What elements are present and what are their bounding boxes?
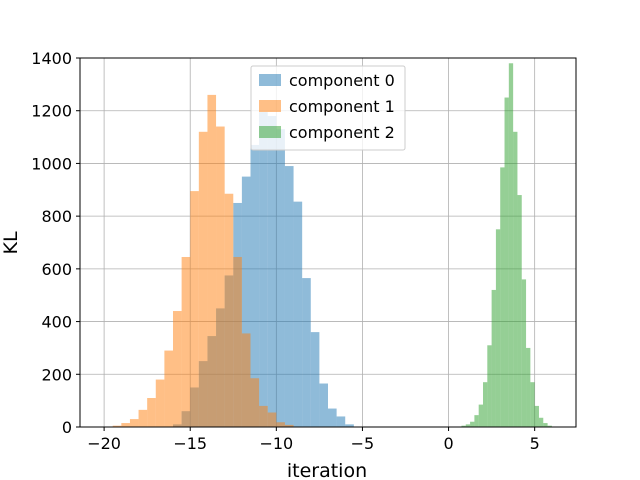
histogram-bar	[147, 398, 156, 427]
histogram-bar	[465, 424, 471, 427]
histogram-bar	[207, 94, 217, 428]
histogram-bar	[345, 424, 354, 427]
histogram-bar	[173, 311, 182, 427]
histogram-bar	[302, 278, 311, 427]
plot-frame	[79, 57, 577, 428]
histogram-bar	[198, 131, 208, 428]
histogram-bar	[129, 419, 139, 427]
histogram-bar	[241, 333, 251, 427]
x-axis-ticks: −20 −15 −10 −5 0 5	[87, 427, 540, 453]
y-axis-ticks: 0 200 400 600 800 1000 1200 1400	[31, 49, 80, 437]
histogram-bar	[478, 404, 483, 427]
histogram-bar	[310, 332, 320, 427]
histogram-bar	[470, 421, 475, 427]
histogram-bar	[543, 423, 548, 427]
histogram-bar	[138, 409, 148, 427]
histogram-bar	[534, 405, 539, 427]
y-tick-label: 400	[41, 313, 72, 332]
histogram-bars	[112, 63, 552, 428]
histogram-bar	[526, 347, 531, 427]
legend-label: component 0	[289, 71, 395, 90]
histogram-bar	[259, 405, 268, 427]
x-tick-label: 5	[530, 434, 540, 453]
histogram-bar	[284, 424, 294, 427]
legend-swatch	[259, 100, 281, 112]
series-2-bars	[461, 63, 552, 428]
x-tick-label: −5	[351, 434, 375, 453]
legend-box	[250, 65, 406, 151]
x-tick-label: −20	[87, 434, 121, 453]
histogram-bar	[276, 129, 285, 427]
histogram-bar	[224, 193, 234, 427]
histogram-bar	[521, 279, 527, 427]
legend: component 0 component 1 component 2	[250, 65, 406, 151]
legend-label: component 2	[289, 123, 395, 142]
histogram-bar	[190, 191, 199, 427]
histogram-bar	[284, 166, 294, 428]
histogram-bar	[504, 97, 509, 428]
histogram-bar	[293, 201, 303, 427]
histogram-bar	[112, 425, 122, 427]
histogram-bar	[250, 378, 260, 427]
y-tick-label: 1200	[31, 102, 72, 121]
histogram-bar	[241, 176, 251, 427]
histogram-bar	[259, 112, 268, 428]
histogram-bar	[474, 415, 479, 427]
histogram-bar	[500, 167, 505, 427]
histogram-bar	[517, 195, 522, 427]
histogram-bar	[547, 425, 552, 427]
y-tick-label: 1400	[31, 49, 72, 68]
series-1-bars	[112, 94, 294, 428]
histogram-bar	[508, 63, 514, 428]
y-tick-label: 1000	[31, 154, 72, 173]
histogram-bar	[276, 422, 285, 427]
legend-label: component 1	[289, 97, 395, 116]
histogram-bar	[328, 408, 337, 427]
legend-swatch	[259, 126, 281, 138]
x-tick-label: 0	[443, 434, 453, 453]
histogram-bar	[319, 383, 328, 427]
histogram-bar	[336, 416, 346, 427]
histogram-bar	[216, 126, 225, 428]
y-axis-label: KL	[0, 231, 22, 254]
histogram-bar	[250, 144, 260, 427]
histogram-bar	[513, 131, 518, 428]
y-tick-label: 0	[62, 418, 72, 437]
histogram-bar	[121, 423, 130, 427]
histogram-bar	[491, 289, 496, 427]
y-tick-label: 200	[41, 365, 72, 384]
x-tick-label: −10	[259, 434, 293, 453]
histogram-bar	[538, 417, 544, 427]
x-tick-label: −15	[173, 434, 207, 453]
histogram-bar	[181, 256, 191, 427]
y-tick-label: 600	[41, 260, 72, 279]
histogram-bar	[461, 425, 466, 427]
y-tick-label: 800	[41, 207, 72, 226]
histogram-bar	[267, 412, 277, 427]
histogram-bar	[233, 256, 242, 427]
histogram-bar	[530, 382, 535, 427]
histogram-bar	[267, 115, 277, 427]
histogram-bar	[155, 379, 165, 427]
legend-swatch	[259, 74, 281, 86]
histogram-bar	[164, 350, 173, 427]
histogram-bar	[495, 229, 501, 427]
x-axis-label: iteration	[287, 460, 367, 480]
histogram-bar	[483, 382, 488, 427]
histogram-bar	[487, 345, 492, 427]
